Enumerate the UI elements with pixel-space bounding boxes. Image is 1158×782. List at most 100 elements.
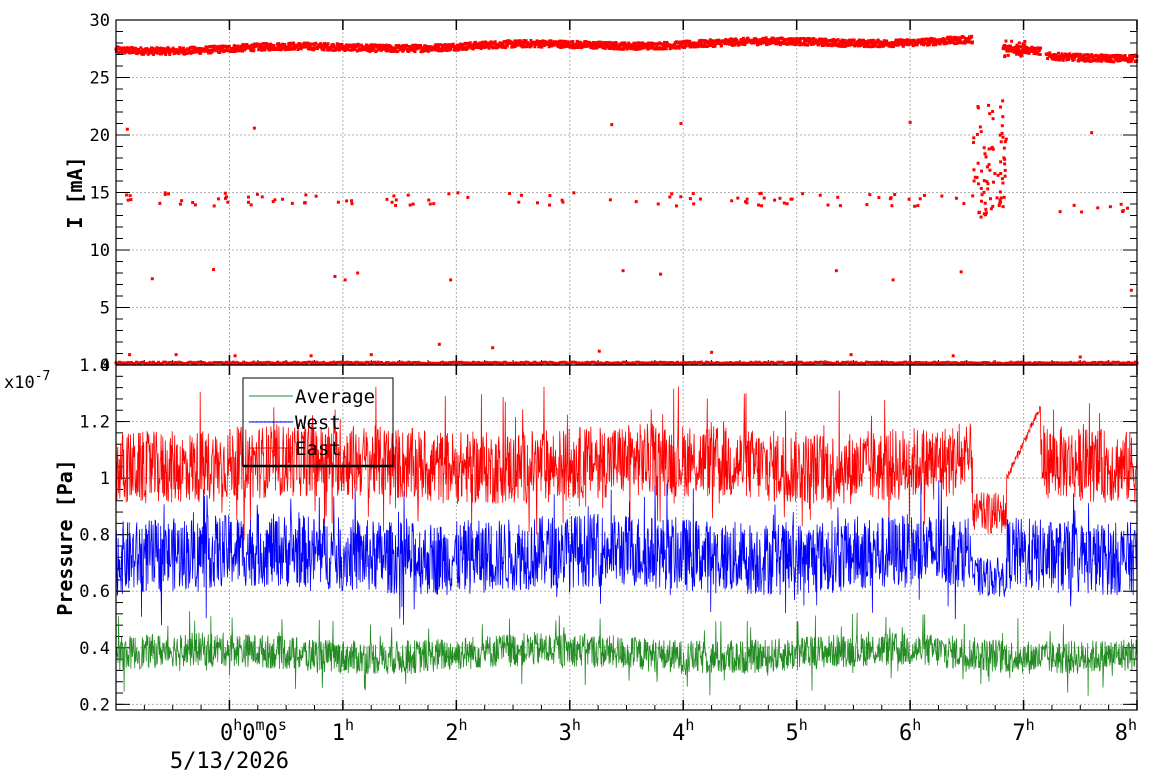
data-point — [517, 362, 521, 366]
data-point — [269, 44, 273, 48]
data-point — [813, 360, 817, 364]
data-point — [1118, 59, 1122, 63]
data-point — [320, 46, 324, 50]
data-point — [1106, 56, 1110, 60]
data-point — [214, 361, 218, 365]
data-point — [463, 41, 467, 45]
data-point — [635, 360, 639, 364]
data-point — [926, 43, 930, 47]
data-point — [558, 361, 562, 365]
data-point — [642, 361, 646, 365]
data-point — [597, 361, 601, 365]
data-point — [1074, 361, 1078, 365]
x-tick-label: 1h — [332, 716, 354, 746]
data-point — [954, 37, 958, 41]
data-point — [1081, 361, 1085, 365]
data-point — [226, 200, 230, 204]
data-point — [289, 361, 293, 365]
data-point — [1106, 360, 1110, 364]
data-point — [845, 43, 849, 47]
data-point — [949, 36, 953, 40]
data-point — [571, 39, 575, 43]
data-point — [910, 361, 914, 365]
y-tick-label: 1.2 — [79, 413, 110, 433]
data-point — [991, 109, 995, 113]
data-point — [962, 202, 966, 206]
data-point — [298, 362, 302, 366]
data-point — [859, 361, 863, 365]
data-point — [405, 44, 409, 48]
data-point — [526, 360, 530, 364]
data-point — [1008, 44, 1012, 48]
data-point — [1014, 361, 1018, 365]
data-point — [1068, 52, 1072, 56]
data-point — [1077, 57, 1081, 61]
data-point — [474, 40, 478, 44]
data-point — [164, 52, 168, 56]
data-point — [891, 278, 895, 282]
data-point — [151, 360, 155, 364]
data-point — [803, 42, 807, 46]
data-point — [1077, 360, 1081, 364]
data-point — [849, 360, 853, 364]
data-point — [556, 45, 560, 49]
data-point — [343, 278, 347, 282]
data-point — [871, 45, 875, 49]
data-point — [893, 43, 897, 47]
data-point — [279, 362, 283, 366]
data-point — [848, 43, 852, 47]
data-point — [206, 45, 210, 49]
data-point — [1086, 361, 1090, 365]
data-point — [643, 361, 647, 365]
data-point — [652, 361, 656, 365]
data-point — [851, 362, 855, 366]
data-point — [1029, 49, 1033, 53]
data-point — [539, 361, 543, 365]
data-point — [427, 361, 431, 365]
data-point — [374, 361, 378, 365]
data-point — [1061, 58, 1065, 62]
data-point — [343, 45, 347, 49]
data-point — [1017, 47, 1021, 51]
data-point — [611, 361, 615, 365]
data-point — [948, 361, 952, 365]
data-point — [865, 203, 869, 207]
data-point — [133, 50, 137, 54]
data-point — [1029, 362, 1033, 366]
data-point — [789, 197, 793, 201]
data-point — [970, 34, 974, 38]
data-point — [1002, 156, 1006, 160]
data-point — [892, 361, 896, 365]
data-point — [203, 47, 207, 51]
data-point — [950, 37, 954, 41]
data-point — [1096, 56, 1100, 60]
data-point — [1052, 53, 1056, 57]
data-point — [1021, 42, 1025, 46]
data-point — [907, 360, 911, 364]
data-point — [449, 278, 453, 282]
plot-frame-bottom — [115, 364, 1138, 711]
data-point — [146, 52, 150, 56]
data-point — [844, 44, 848, 48]
data-point — [259, 361, 263, 365]
data-point — [168, 52, 172, 56]
data-point — [919, 361, 923, 365]
data-point — [812, 361, 816, 365]
data-point — [711, 45, 715, 49]
data-point — [610, 123, 614, 127]
data-point — [509, 40, 513, 44]
data-point — [985, 361, 989, 365]
data-point — [340, 42, 344, 46]
data-point — [1026, 48, 1030, 52]
data-point — [505, 362, 509, 366]
data-point — [1060, 52, 1064, 56]
data-point — [810, 362, 814, 366]
data-point — [231, 360, 235, 364]
data-point — [252, 48, 256, 52]
data-point — [461, 361, 465, 365]
data-point — [255, 192, 259, 196]
data-point — [485, 45, 489, 49]
data-point — [1019, 45, 1023, 49]
data-point — [519, 360, 523, 364]
data-point — [982, 179, 986, 183]
